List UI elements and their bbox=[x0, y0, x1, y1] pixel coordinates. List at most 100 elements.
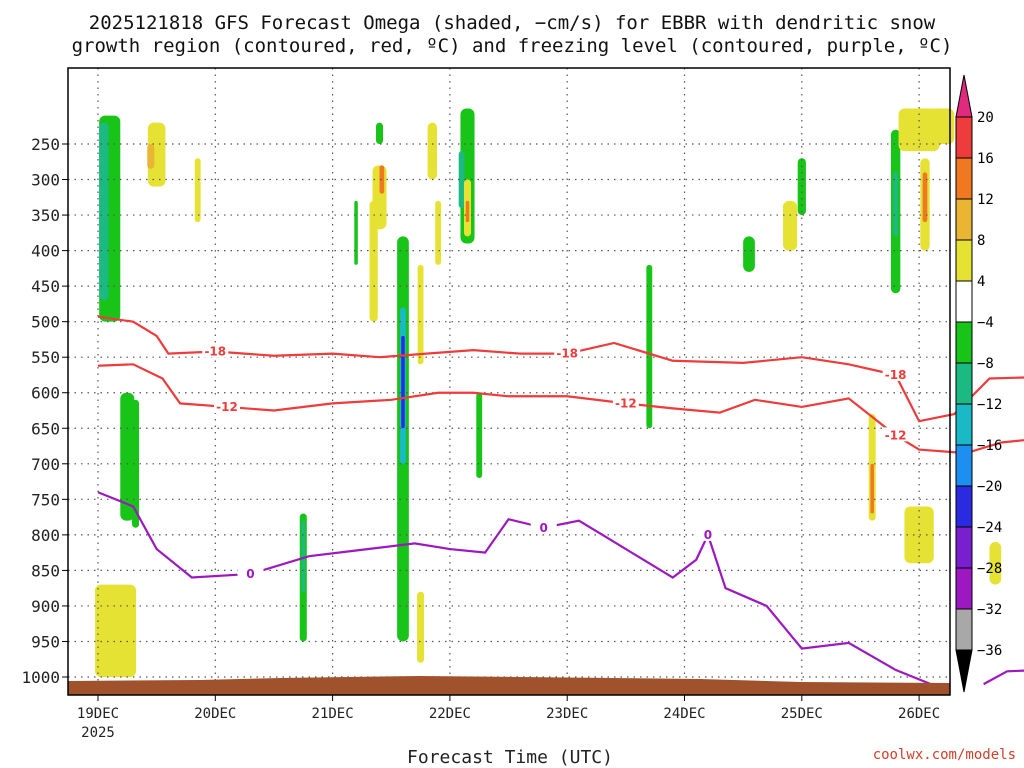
omega-cell bbox=[797, 158, 806, 216]
y-tick-label: 350 bbox=[31, 206, 60, 225]
chart-title-line1: 2025121818 GFS Forecast Omega (shaded, −… bbox=[89, 12, 936, 34]
y-tick-label: 450 bbox=[31, 277, 60, 296]
x-tick-label: 21DEC bbox=[312, 706, 354, 722]
colorbar-label: 12 bbox=[977, 192, 994, 208]
colorbar-swatch bbox=[955, 321, 973, 364]
colorbar-swatch bbox=[955, 526, 973, 569]
colorbar-swatch bbox=[955, 485, 973, 528]
omega-cell bbox=[465, 200, 470, 223]
y-tick-label: 400 bbox=[31, 242, 60, 261]
omega-cell bbox=[904, 506, 934, 564]
x-tick-label: 23DEC bbox=[546, 706, 588, 722]
x-tick-label: 26DEC bbox=[898, 706, 940, 722]
colorbar-swatch bbox=[955, 280, 973, 323]
contour-label-bg bbox=[882, 427, 909, 442]
contour-label: -18 bbox=[885, 368, 907, 382]
contour-label-bg bbox=[237, 565, 264, 580]
colorbar-label: −8 bbox=[977, 356, 994, 372]
omega-cell bbox=[194, 158, 201, 223]
omega-shading bbox=[95, 108, 1002, 677]
x-tick-label: 24DEC bbox=[663, 706, 705, 722]
contour-label: -12 bbox=[885, 428, 907, 442]
terrain-fill bbox=[68, 676, 950, 695]
y-tick-label: 950 bbox=[31, 632, 60, 651]
colorbar-label: 4 bbox=[977, 274, 985, 290]
contour-label: -18 bbox=[204, 345, 226, 359]
omega-cell bbox=[427, 122, 437, 180]
credit-text: coolwx.com/models bbox=[873, 747, 1016, 763]
contour-label-bg bbox=[202, 343, 229, 358]
y-tick-label: 500 bbox=[31, 313, 60, 332]
contour-label-bg bbox=[694, 526, 721, 541]
contour-label: -12 bbox=[216, 400, 238, 414]
omega-cell bbox=[893, 172, 898, 237]
y-tick-label: 550 bbox=[31, 348, 60, 367]
colorbar-label: −24 bbox=[977, 520, 1002, 536]
contour-label-bg bbox=[530, 519, 557, 534]
y-tick-label: 250 bbox=[31, 135, 60, 154]
y-tick-label: 600 bbox=[31, 384, 60, 403]
colorbar-swatch bbox=[955, 444, 973, 487]
omega-cell bbox=[870, 463, 874, 514]
colorbar-label: −32 bbox=[977, 602, 1002, 618]
x-axis-label: Forecast Time (UTC) bbox=[407, 747, 613, 768]
contour-label: 0 bbox=[246, 567, 254, 581]
x-tick-label: 19DEC bbox=[77, 706, 119, 722]
terrain-band bbox=[68, 676, 950, 695]
y-tick-label: 850 bbox=[31, 561, 60, 580]
omega-cell bbox=[99, 122, 109, 301]
freezing-level-contour bbox=[983, 669, 1024, 686]
omega-cell bbox=[930, 108, 955, 144]
grid-lines bbox=[68, 68, 950, 695]
omega-cell bbox=[417, 264, 424, 365]
y-tick-label: 900 bbox=[31, 597, 60, 616]
colorbar-swatch bbox=[955, 403, 973, 446]
colorbar-swatch bbox=[955, 198, 973, 241]
omega-cell bbox=[417, 591, 425, 663]
colorbar-label: −16 bbox=[977, 438, 1002, 454]
colorbar-label: 8 bbox=[977, 233, 985, 249]
omega-cell bbox=[120, 392, 135, 521]
colorbar-label: −20 bbox=[977, 479, 1002, 495]
contour-label-bg bbox=[214, 398, 241, 413]
omega-cell bbox=[95, 584, 137, 677]
plot-frame bbox=[67, 67, 951, 696]
omega-cell bbox=[354, 200, 358, 265]
omega-cell bbox=[301, 520, 306, 592]
omega-cell bbox=[376, 122, 384, 144]
y-tick-label: 650 bbox=[31, 419, 60, 438]
y-tick-label: 1000 bbox=[21, 668, 60, 687]
omega-cell bbox=[743, 236, 755, 272]
contour-label: -18 bbox=[556, 347, 578, 361]
colorbar-swatch bbox=[955, 567, 973, 610]
y-tick-label: 300 bbox=[31, 171, 60, 190]
omega-cell bbox=[646, 264, 653, 429]
x-tick-label: 20DEC bbox=[194, 706, 236, 722]
colorbar: 20 16 12 8 4 −4 −8 −12 −16 −20 −24 −28 −32 −36 bbox=[955, 74, 1002, 693]
omega-cell bbox=[458, 151, 465, 208]
y-tick-label: 700 bbox=[31, 455, 60, 474]
colorbar-label: 20 bbox=[977, 110, 994, 126]
y-axis-ticks: 250 300 350 400 450 500 550 600 650 700 750 800 850 9… bbox=[21, 135, 68, 687]
y-tick-label: 750 bbox=[31, 490, 60, 509]
x-tick-label: 22DEC bbox=[429, 706, 471, 722]
y-tick-label: 800 bbox=[31, 526, 60, 545]
omega-cell bbox=[401, 335, 405, 429]
omega-cell bbox=[132, 399, 140, 528]
contour-label-bg bbox=[882, 366, 909, 381]
chart-title-line2: growth region (contoured, red, ºC) and f… bbox=[72, 35, 953, 57]
omega-cell bbox=[476, 392, 483, 479]
omega-cell bbox=[369, 200, 378, 322]
colorbar-label: 16 bbox=[977, 151, 994, 167]
contour-label: 0 bbox=[540, 521, 548, 535]
colorbar-label: −4 bbox=[977, 315, 994, 331]
omega-cell bbox=[147, 144, 155, 169]
omega-cell bbox=[435, 200, 442, 265]
omega-cell bbox=[922, 172, 928, 223]
colorbar-swatch bbox=[955, 157, 973, 200]
contour-label: -12 bbox=[615, 396, 637, 410]
omega-cell bbox=[989, 541, 1002, 585]
colorbar-label: −28 bbox=[977, 561, 1002, 577]
omega-cell bbox=[783, 200, 798, 251]
